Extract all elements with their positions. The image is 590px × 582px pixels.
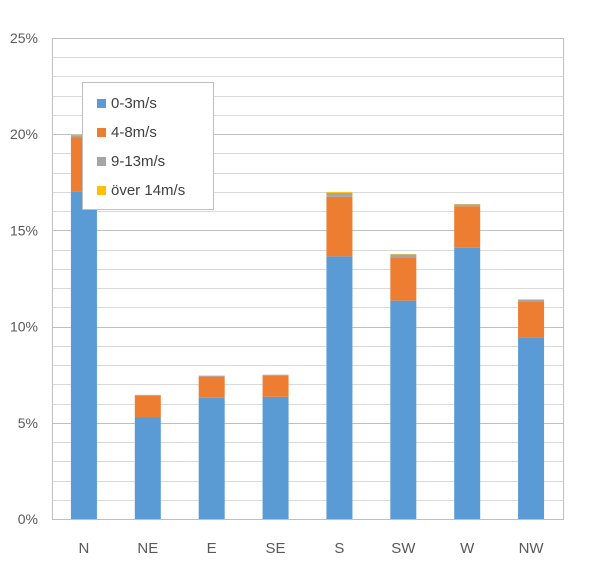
bar-n-series-0 [71,192,97,519]
bar-sw-series-1 [390,257,416,300]
x-tick-label: W [460,540,475,557]
legend-swatch-9-13ms [97,157,106,166]
bar-se-series-1 [263,376,289,397]
x-tick-label: NE [137,540,158,557]
legend-item-9-13ms: 9-13m/s [97,147,213,176]
legend-swatch-4-8ms [97,128,106,137]
bar-sw-series-0 [390,301,416,519]
legend-item-4-8ms: 4-8m/s [97,118,213,147]
legend-item-over-14ms: över 14m/s [97,176,213,205]
bar-e-series-2 [199,376,225,377]
x-tick-label: SW [391,540,416,557]
bar-s-series-3 [326,192,352,193]
bar-ne-series-2 [135,395,161,396]
legend-label-0-3ms: 0-3m/s [111,95,157,112]
legend-swatch-over-14ms [97,186,106,195]
y-tick-label: 25% [10,30,38,46]
bar-e-series-0 [199,398,225,519]
legend-label-4-8ms: 4-8m/s [111,124,157,141]
legend-item-0-3ms: 0-3m/s [97,89,213,118]
y-tick-label: 0% [18,511,38,527]
bar-sw-series-2 [390,254,416,257]
x-tick-label: N [79,540,90,557]
x-tick-label: SE [266,540,286,557]
x-tick-label: E [207,540,217,557]
bar-s-series-0 [326,256,352,519]
bar-se-series-0 [263,397,289,519]
legend-label-9-13ms: 9-13m/s [111,153,165,170]
bar-s-series-1 [326,197,352,257]
y-tick-label: 5% [18,415,38,431]
bar-w-series-2 [454,204,480,206]
legend-label-over-14ms: över 14m/s [111,182,185,199]
y-tick-label: 15% [10,222,38,238]
y-tick-label: 10% [10,319,38,335]
bar-e-series-1 [199,377,225,398]
bar-s-series-2 [326,193,352,197]
bar-w-series-0 [454,248,480,519]
y-tick-label: 20% [10,126,38,142]
legend-swatch-0-3ms [97,99,106,108]
bar-w-series-1 [454,206,480,247]
bar-nw-series-1 [518,302,544,338]
x-tick-label: NW [519,540,545,557]
bar-nw-series-2 [518,300,544,302]
bar-nw-series-0 [518,337,544,519]
bar-ne-series-1 [135,396,161,417]
bar-ne-series-0 [135,417,161,519]
x-tick-label: S [334,540,344,557]
chart-legend: 0-3m/s 4-8m/s 9-13m/s över 14m/s [82,82,214,210]
bar-se-series-2 [263,375,289,376]
